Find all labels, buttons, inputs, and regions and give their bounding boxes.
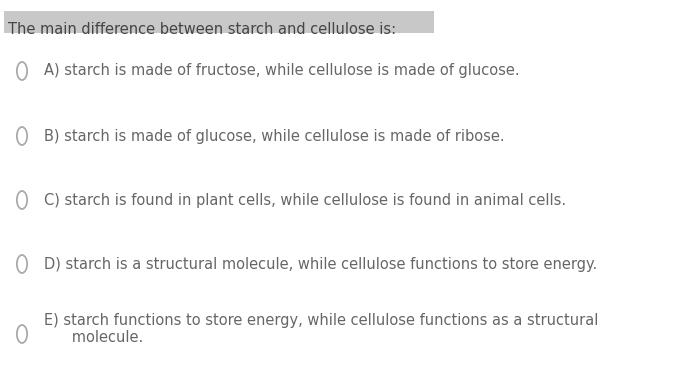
Ellipse shape xyxy=(17,255,27,273)
Text: A) starch is made of fructose, while cellulose is made of glucose.: A) starch is made of fructose, while cel… xyxy=(44,63,520,79)
Text: D) starch is a structural molecule, while cellulose functions to store energy.: D) starch is a structural molecule, whil… xyxy=(44,256,597,271)
Ellipse shape xyxy=(17,191,27,209)
Ellipse shape xyxy=(17,62,27,80)
Ellipse shape xyxy=(17,127,27,145)
Ellipse shape xyxy=(17,325,27,343)
Bar xyxy=(4,11,434,33)
Text: E) starch functions to store energy, while cellulose functions as a structural
 : E) starch functions to store energy, whi… xyxy=(44,313,598,345)
Text: The main difference between starch and cellulose is:: The main difference between starch and c… xyxy=(8,22,396,36)
Text: C) starch is found in plant cells, while cellulose is found in animal cells.: C) starch is found in plant cells, while… xyxy=(44,192,566,208)
Text: B) starch is made of glucose, while cellulose is made of ribose.: B) starch is made of glucose, while cell… xyxy=(44,129,505,143)
